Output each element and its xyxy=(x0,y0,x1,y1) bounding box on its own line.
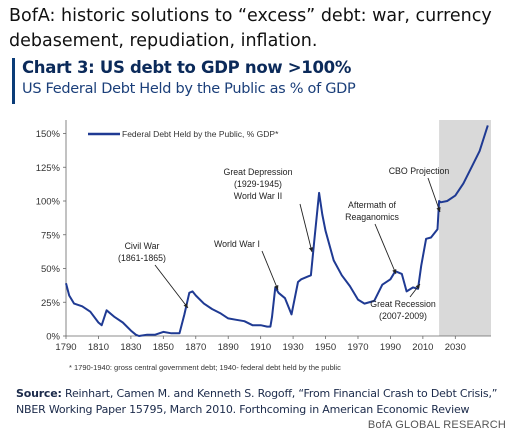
x-tick-label: 1950 xyxy=(315,342,336,353)
x-tick-label: 1830 xyxy=(120,342,141,353)
annotation-label: Great Depression xyxy=(224,167,293,177)
x-tick-label: 1990 xyxy=(380,342,401,353)
debt-to-gdp-chart: 0% 25% 50% 75% 100% 125% 150% 1790 1810 1830 1850 1… xyxy=(36,120,491,372)
x-tick-label: 2010 xyxy=(412,342,433,353)
y-tick-label: 25% xyxy=(41,298,61,309)
annotation-label: World War II xyxy=(234,191,282,201)
arrow-reaganomics xyxy=(374,223,397,275)
annotation-label: Aftermath of xyxy=(348,200,396,210)
source-text: Reinhart, Camen M. and Kenneth S. Rogoff… xyxy=(16,387,498,416)
chart-title: Chart 3: US debt to GDP now >100% xyxy=(22,58,352,77)
y-tick-label: 100% xyxy=(36,197,61,208)
x-tick-label: 1850 xyxy=(153,342,174,353)
arrow-reaganomics-head xyxy=(392,269,397,274)
post-text: BofA: historic solutions to “excess” deb… xyxy=(9,6,492,51)
arrow-cbo-projection xyxy=(427,177,441,213)
arrow-civil-war xyxy=(154,264,189,309)
y-tick-label: 75% xyxy=(41,230,61,241)
arrow-world-war-2 xyxy=(299,203,313,253)
annotation-label: (1929-1945) xyxy=(234,179,282,189)
annotation-label: Civil War xyxy=(125,241,160,251)
y-tick-label: 150% xyxy=(36,129,61,140)
projection-band xyxy=(439,120,491,336)
y-tick-label: 50% xyxy=(41,264,61,275)
y-tick-label: 125% xyxy=(36,163,61,174)
x-tick-label: 1970 xyxy=(347,342,368,353)
x-tick-label: 1910 xyxy=(250,342,271,353)
annotation-label: CBO Projection xyxy=(389,166,450,176)
chart-subtitle: US Federal Debt Held by the Public as % … xyxy=(22,81,356,97)
chart-title-block: Chart 3: US debt to GDP now >100% US Fed… xyxy=(12,58,356,104)
arrow-great-recession-head xyxy=(415,284,420,289)
annotation-label: Reaganomics xyxy=(345,212,399,222)
annotation-label: World War I xyxy=(214,239,260,249)
chart-footnote: * 1790-1940: gross central government de… xyxy=(69,363,341,372)
y-tick-label: 0% xyxy=(46,332,60,343)
x-tick-label: 1890 xyxy=(218,342,239,353)
legend-label: Federal Debt Held by the Public, % GDP* xyxy=(122,129,279,139)
annotation-label: (1861-1865) xyxy=(118,253,166,263)
x-tick-label: 1810 xyxy=(88,342,109,353)
chart-figure: Chart 3: US debt to GDP now >100% US Fed… xyxy=(0,56,514,439)
arrow-cbo-projection-head xyxy=(436,207,441,212)
x-tick-label: 2030 xyxy=(445,342,466,353)
source-label: Source: xyxy=(16,387,62,400)
source-note: Source: Reinhart, Camen M. and Kenneth S… xyxy=(16,386,506,418)
arrow-world-war-1 xyxy=(261,250,279,291)
x-tick-label: 1870 xyxy=(185,342,206,353)
arrow-world-war-1-head xyxy=(274,285,279,290)
annotation-label: Great Recession xyxy=(370,299,436,309)
x-tick-label: 1790 xyxy=(55,342,76,353)
x-tick-label: 1930 xyxy=(283,342,304,353)
annotation-label: (2007-2009) xyxy=(379,311,427,321)
arrow-civil-war-head xyxy=(183,303,188,308)
series-line-debt xyxy=(65,125,489,337)
brand-label: BofA GLOBAL RESEARCH xyxy=(367,419,506,431)
arrow-world-war-2-head xyxy=(308,247,314,252)
